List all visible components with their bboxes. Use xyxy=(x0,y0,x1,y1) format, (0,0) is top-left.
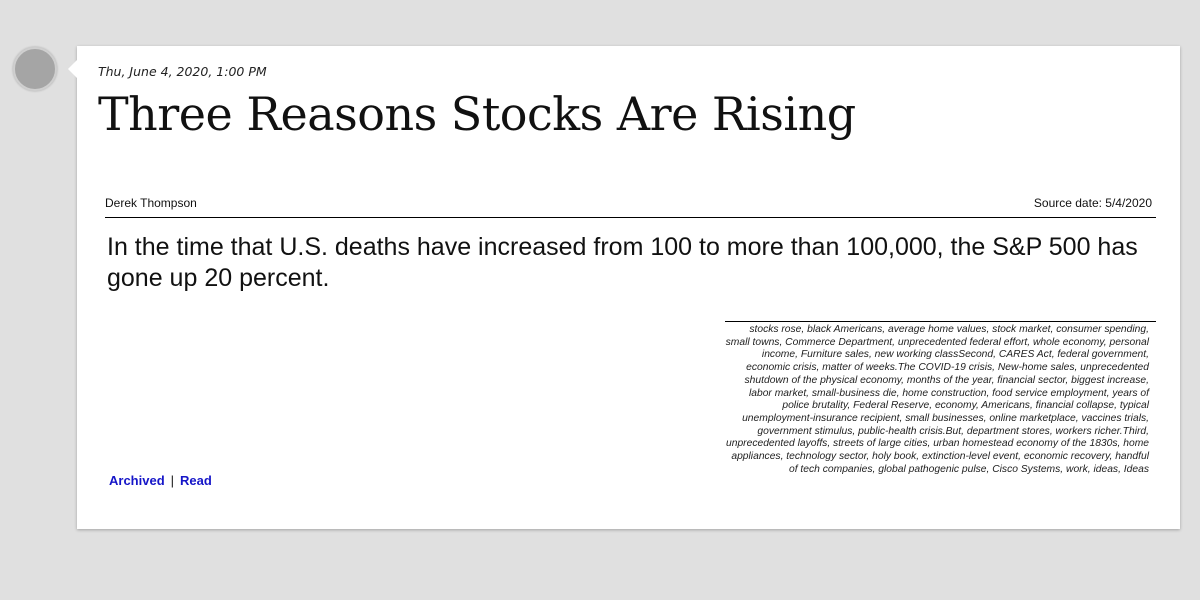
keywords-divider xyxy=(725,321,1156,322)
author-name: Derek Thompson xyxy=(105,196,197,210)
keywords-list: stocks rose, black Americans, average ho… xyxy=(725,324,1149,475)
avatar[interactable] xyxy=(13,47,57,91)
source-date: Source date: 5/4/2020 xyxy=(1033,196,1152,210)
read-link[interactable]: Read xyxy=(180,473,212,488)
card-pointer xyxy=(68,60,77,78)
link-separator: | xyxy=(170,473,175,488)
archived-link[interactable]: Archived xyxy=(109,473,165,488)
post-actions: Archived | Read xyxy=(109,473,212,488)
lead-paragraph: In the time that U.S. deaths have increa… xyxy=(107,233,1138,292)
post-card: Thu, June 4, 2020, 1:00 PM Three Reasons… xyxy=(68,46,1180,529)
post-timestamp: Thu, June 4, 2020, 1:00 PM xyxy=(98,64,267,79)
byline-row: Derek Thompson Source date: 5/4/2020 xyxy=(105,195,1156,218)
post-title: Three Reasons Stocks Are Rising xyxy=(98,87,856,141)
